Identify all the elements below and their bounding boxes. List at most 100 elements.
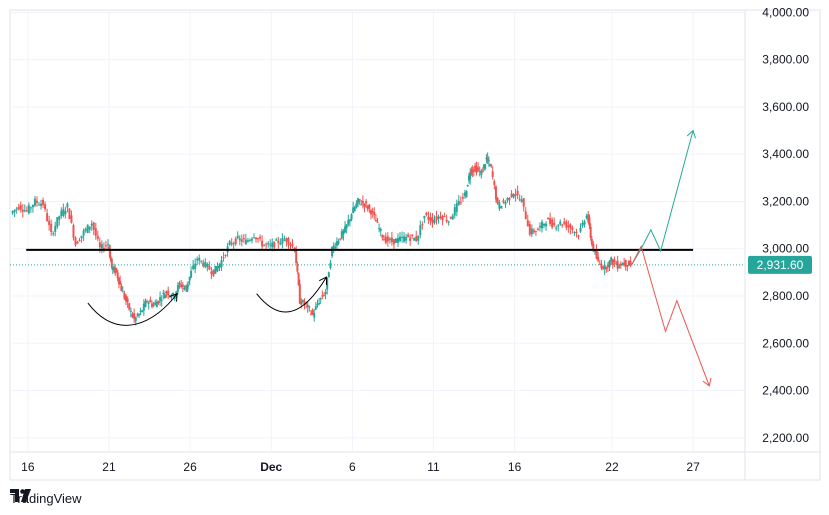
candle-body [421, 224, 424, 226]
candle-body [555, 227, 558, 229]
candle-body [496, 198, 499, 204]
candle-body [457, 200, 460, 205]
candle-body [353, 207, 356, 211]
candle-body [449, 217, 452, 219]
candle-body [409, 237, 412, 241]
candle-body [474, 165, 477, 168]
candle-body [40, 203, 43, 206]
candle-body [269, 244, 272, 246]
candle-body [136, 314, 139, 316]
candle-body [392, 239, 395, 245]
candle-body [54, 225, 57, 232]
candle-body [72, 225, 75, 238]
y-tick-label: 3,400.00 [762, 147, 809, 161]
candle-body [419, 225, 422, 235]
candle-body [577, 235, 580, 237]
candle-body [319, 298, 322, 300]
candle-body [489, 164, 492, 166]
candle-body [70, 215, 73, 223]
candle-body [379, 228, 382, 231]
candle-body [78, 240, 81, 242]
candle-body [220, 260, 223, 267]
candle-body [547, 217, 550, 220]
candle-body [314, 306, 317, 310]
candle-body [68, 208, 71, 219]
candle-body [322, 295, 325, 297]
candle-body [506, 197, 509, 201]
last-price-badge [748, 255, 812, 274]
candle-body [559, 221, 562, 225]
candle-body [277, 240, 280, 244]
candle-body [399, 236, 402, 241]
candle-body [626, 265, 629, 267]
candle-body [190, 270, 193, 278]
candle-body [252, 237, 255, 239]
y-tick-label: 2,400.00 [762, 384, 809, 398]
candle-body [94, 228, 97, 236]
candle-body [283, 239, 286, 241]
candle-body [139, 310, 142, 313]
candle-body [619, 263, 622, 266]
candle-body [623, 262, 626, 265]
candle-body [478, 170, 481, 172]
candle-body [608, 260, 611, 268]
candle-body [113, 267, 116, 271]
projection-down-head [702, 377, 712, 387]
candle-body [291, 243, 294, 247]
candle-body [502, 200, 505, 203]
candle-body [222, 257, 225, 259]
candle-body [281, 238, 284, 244]
candle-body [123, 292, 126, 299]
candle-body [516, 190, 519, 195]
candle-body [411, 234, 414, 236]
candle-body [571, 227, 574, 231]
candle-body [522, 198, 525, 207]
candle-body [603, 264, 606, 270]
candle-body [477, 167, 480, 171]
candle-body [334, 247, 337, 249]
x-tick-label: 6 [349, 460, 356, 474]
candle-body [481, 171, 484, 173]
candle-body [102, 247, 105, 250]
candle-body [342, 230, 345, 235]
candle-body [610, 257, 613, 262]
x-tick-label: 26 [183, 460, 197, 474]
candle-body [134, 317, 137, 322]
candle-body [21, 209, 24, 212]
candle-body [374, 219, 377, 222]
candle-body [514, 194, 517, 196]
candle-body [339, 238, 342, 240]
y-tick-label: 4,000.00 [762, 5, 809, 19]
candle-body [500, 205, 503, 209]
candle-body [313, 312, 316, 318]
candle-body [206, 263, 209, 268]
candle-body [498, 202, 501, 209]
candle-body [96, 236, 99, 239]
candle-body [340, 231, 343, 239]
candle-body [287, 238, 290, 246]
candle-body [308, 306, 311, 308]
candle-body [486, 157, 489, 161]
projection-up-head [686, 129, 696, 139]
x-tick-label: Dec [260, 460, 282, 474]
candle-body [611, 259, 614, 265]
candle-body [565, 221, 568, 228]
candle-body [534, 231, 537, 233]
candle-body [133, 313, 136, 319]
candle-body [465, 191, 468, 198]
y-tick-label: 2,600.00 [762, 336, 809, 350]
candle-body [598, 263, 601, 265]
candle-body [394, 238, 397, 243]
candle-body [296, 263, 299, 272]
candle-body [172, 292, 175, 295]
candle-body [493, 181, 496, 185]
candle-body [425, 212, 428, 216]
candle-body [129, 310, 132, 312]
y-tick-label: 3,200.00 [762, 194, 809, 208]
candle-body [62, 208, 65, 216]
candle-body [301, 300, 304, 303]
candle-body [44, 204, 47, 210]
candle-body [187, 281, 190, 283]
candle-body [176, 284, 179, 292]
